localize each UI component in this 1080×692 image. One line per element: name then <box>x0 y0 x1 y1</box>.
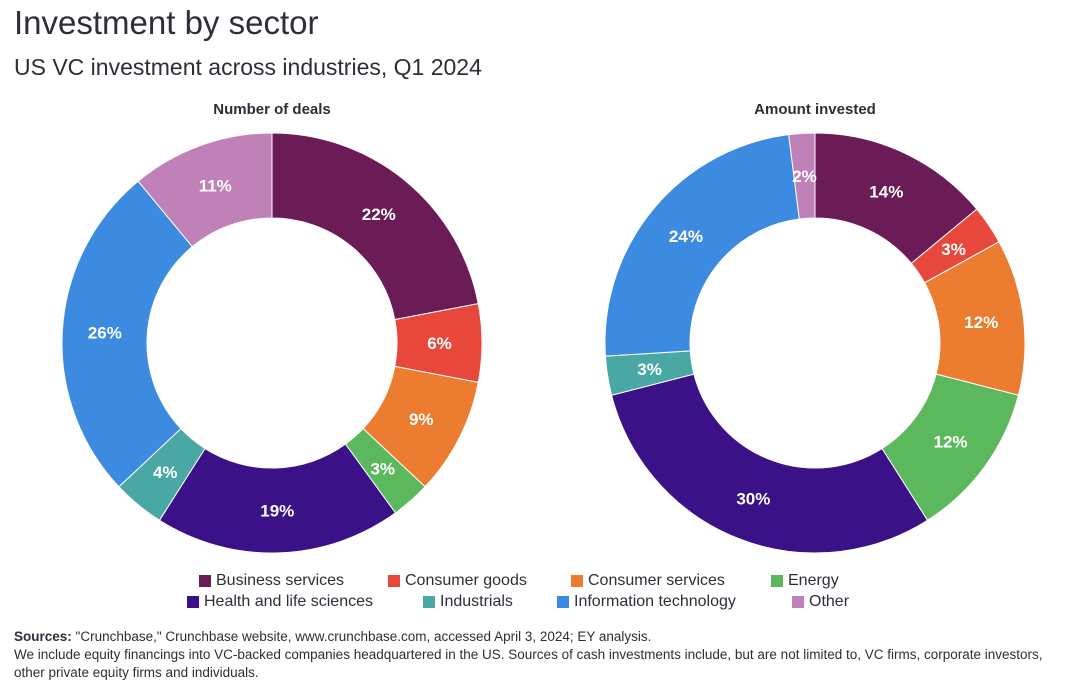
legend-item: Other <box>792 593 849 611</box>
donut-slice-health-and-life-sciences <box>610 373 929 554</box>
slice-data-label: 3% <box>941 240 966 259</box>
donut-slice-information-technology <box>604 134 800 357</box>
legend-swatch <box>771 575 783 587</box>
legend-label: Consumer services <box>588 572 725 589</box>
donut-title-amount: Amount invested <box>754 101 876 118</box>
donut-slice-other <box>788 132 816 220</box>
slice-data-label: 6% <box>427 334 452 353</box>
legend-label: Business services <box>216 572 345 589</box>
legend-item: Consumer goods <box>388 572 527 590</box>
slice-data-label: 9% <box>409 410 434 429</box>
legend-swatch <box>792 596 804 608</box>
chart-title: Investment by sector <box>14 4 319 41</box>
slice-data-label: 12% <box>964 313 998 332</box>
legend-label: Energy <box>788 572 839 589</box>
slice-data-label: 19% <box>260 501 294 520</box>
slice-data-label: 3% <box>370 460 395 479</box>
methodology-note: We include equity financings into VC-bac… <box>14 647 1043 680</box>
footnotes: Sources: "Crunchbase," Crunchbase websit… <box>14 628 1074 682</box>
legend-label: Health and life sciences <box>204 593 373 610</box>
chart-subtitle: US VC investment across industries, Q1 2… <box>14 54 482 80</box>
sources-text: "Crunchbase," Crunchbase website, www.cr… <box>71 629 652 644</box>
legend-swatch <box>199 575 211 587</box>
slice-data-label: 14% <box>869 182 903 201</box>
legend-item: Industrials <box>423 593 513 611</box>
legend-item: Consumer services <box>571 572 725 590</box>
legend-label: Industrials <box>440 593 513 610</box>
slice-data-label: 4% <box>153 463 178 482</box>
legend-label: Consumer goods <box>405 572 527 589</box>
slice-data-label: 22% <box>362 205 396 224</box>
legend-item: Energy <box>771 572 839 590</box>
legend-label: Other <box>809 593 850 610</box>
slice-data-label: 3% <box>637 360 662 379</box>
legend-swatch <box>423 596 435 608</box>
slice-data-label: 24% <box>669 227 703 246</box>
slice-data-label: 11% <box>199 176 232 195</box>
legend-item: Business services <box>199 572 344 590</box>
slice-data-label: 26% <box>88 323 122 342</box>
sources-line: Sources: "Crunchbase," Crunchbase websit… <box>14 628 1074 646</box>
legend-swatch <box>187 596 199 608</box>
donut-slice-other <box>137 132 273 248</box>
legend-item: Information technology <box>557 593 736 611</box>
slice-data-label: 2% <box>792 167 817 186</box>
donut-slice-information-technology <box>61 180 194 488</box>
legend-label: Information technology <box>574 593 736 610</box>
legend-swatch <box>557 596 569 608</box>
legend-item: Health and life sciences <box>187 593 373 611</box>
donut-title-deals: Number of deals <box>213 101 331 118</box>
legend-swatch <box>571 575 583 587</box>
legend-swatch <box>388 575 400 587</box>
slice-data-label: 30% <box>736 490 770 509</box>
donut-slice-business-services <box>271 132 479 321</box>
slice-data-label: 12% <box>933 432 967 451</box>
sources-label: Sources: <box>14 629 72 644</box>
